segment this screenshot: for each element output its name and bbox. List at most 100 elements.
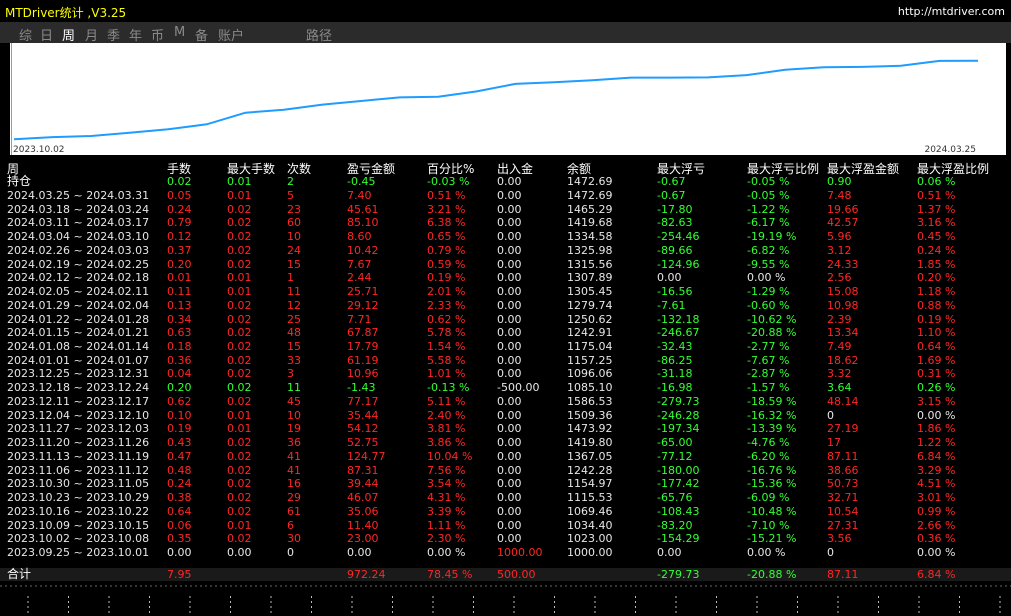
table-row[interactable]: 2023.11.20 ~ 2023.11.26 0.43 0.02 36 52.75 3.… — [0, 436, 1011, 449]
count-cell: 11 — [287, 381, 301, 395]
tab-7[interactable]: M — [174, 25, 186, 40]
balance-cell: 1279.74 — [567, 298, 613, 312]
mfp-cell: 10.98 — [827, 298, 859, 312]
mfl-cell: -16.98 — [657, 381, 693, 395]
table-row[interactable]: 2024.03.18 ~ 2024.03.24 0.24 0.02 23 45.61 3.… — [0, 203, 1011, 216]
pct-cell: 2.30 % — [427, 532, 466, 546]
table-row[interactable]: 2024.01.15 ~ 2024.01.21 0.63 0.02 48 67.87 5.… — [0, 326, 1011, 339]
tab-2[interactable]: 周 — [62, 29, 76, 44]
max-lots-cell: 0.02 — [227, 504, 252, 518]
flow-cell: 0.00 — [497, 367, 522, 381]
mfp-cell: 19.66 — [827, 202, 859, 216]
tab-8[interactable]: 备 — [195, 29, 209, 44]
table-row[interactable]: 2023.11.13 ~ 2023.11.19 0.47 0.02 41 124.77 1… — [0, 450, 1011, 463]
mfpp-cell: 1.86 % — [917, 422, 956, 436]
table-row[interactable]: 2023.10.09 ~ 2023.10.15 0.06 0.01 6 11.40 1.1… — [0, 519, 1011, 532]
col-header-pct[interactable]: 百分比% — [427, 162, 475, 176]
col-header-max-float-loss-pct[interactable]: 最大浮亏比例 — [747, 162, 820, 176]
table-row[interactable]: 2024.02.19 ~ 2024.02.25 0.20 0.02 15 7.67 0.5… — [0, 258, 1011, 271]
table-row[interactable]: 2024.03.25 ~ 2024.03.31 0.05 0.01 5 7.40 0.51… — [0, 189, 1011, 202]
period-cell: 2023.12.25 ~ 2023.12.31 — [7, 367, 150, 381]
col-header-max-float-loss[interactable]: 最大浮亏 — [657, 162, 706, 176]
table-row[interactable]: 2023.10.16 ~ 2023.10.22 0.64 0.02 61 35.06 3.… — [0, 505, 1011, 518]
balance-cell: 1242.28 — [567, 463, 613, 477]
pct-cell: 10.04 % — [427, 449, 473, 463]
col-header-flow[interactable]: 出入金 — [497, 162, 534, 176]
table-row[interactable]: 2023.11.06 ~ 2023.11.12 0.48 0.02 41 87.31 7.… — [0, 464, 1011, 477]
table-row[interactable]: 2024.03.04 ~ 2024.03.10 0.12 0.02 10 8.60 0.6… — [0, 230, 1011, 243]
tab-9[interactable]: 账户 — [218, 29, 245, 44]
table-row[interactable]: 2023.10.23 ~ 2023.10.29 0.38 0.02 29 46.07 4.… — [0, 491, 1011, 504]
mflp-cell: -7.67 % — [747, 353, 790, 367]
table-row[interactable]: 2024.01.01 ~ 2024.01.07 0.36 0.02 33 61.19 5.… — [0, 354, 1011, 367]
tab-1[interactable]: 日 — [40, 29, 54, 44]
col-header-max-float-profit[interactable]: 最大浮盈金额 — [827, 162, 900, 176]
tab-10[interactable]: 路径 — [306, 29, 333, 44]
table-row[interactable]: 2024.01.29 ~ 2024.02.04 0.13 0.02 12 29.12 2.… — [0, 299, 1011, 312]
mfl-cell: -82.63 — [657, 216, 693, 230]
lots-cell: 0.11 — [167, 285, 192, 299]
mfl-cell: -0.67 — [657, 175, 686, 188]
count-cell: 6 — [287, 518, 294, 532]
table-row[interactable]: 2023.12.18 ~ 2023.12.24 0.20 0.02 11 -1.43 -0… — [0, 381, 1011, 394]
table-row[interactable]: 2024.01.22 ~ 2024.01.28 0.34 0.02 25 7.71 0.6… — [0, 313, 1011, 326]
table-row[interactable]: 2023.10.02 ~ 2023.10.08 0.35 0.02 30 23.00 2.… — [0, 532, 1011, 545]
flow-cell: 0.00 — [497, 257, 522, 271]
max-lots-cell: 0.02 — [227, 394, 252, 408]
count-cell: 19 — [287, 422, 301, 436]
lots-cell: 0.47 — [167, 449, 192, 463]
total-pct: 78.45 % — [427, 568, 473, 581]
pnl-cell: 52.75 — [347, 436, 379, 450]
pnl-cell: 29.12 — [347, 298, 379, 312]
website-link[interactable]: http://mtdriver.com — [897, 5, 1005, 18]
pnl-cell: 45.61 — [347, 202, 379, 216]
col-header-lots[interactable]: 手数 — [167, 162, 192, 176]
mflp-cell: -18.59 % — [747, 394, 797, 408]
table-row[interactable]: 2023.11.27 ~ 2023.12.03 0.19 0.01 19 54.12 3.… — [0, 422, 1011, 435]
position-row[interactable]: 持仓 0.02 0.01 2 -0.45 -0.03 % 0.00 1472.69 -0.67 -… — [0, 175, 1011, 189]
table-row[interactable]: 2024.02.26 ~ 2024.03.03 0.37 0.02 24 10.42 0.… — [0, 244, 1011, 257]
lots-cell: 0.05 — [167, 189, 192, 202]
table-row[interactable]: 2023.10.30 ~ 2023.11.05 0.24 0.02 16 39.44 3.… — [0, 477, 1011, 490]
lots-cell: 0.24 — [167, 477, 192, 491]
table-row[interactable]: 2023.09.25 ~ 2023.10.01 0.00 0.00 0 0.00 0.00… — [0, 546, 1011, 559]
mfp-cell: 5.96 — [827, 230, 852, 244]
tab-3[interactable]: 月 — [85, 29, 99, 44]
col-header-balance[interactable]: 余额 — [567, 162, 592, 176]
table-row[interactable]: 2024.03.11 ~ 2024.03.17 0.79 0.02 60 85.10 6.… — [0, 216, 1011, 229]
mfpp-cell: 6.84 % — [917, 449, 956, 463]
mfl-cell: -132.18 — [657, 312, 700, 326]
table-row[interactable]: 2023.12.04 ~ 2023.12.10 0.10 0.01 10 35.44 2.… — [0, 409, 1011, 422]
table-row[interactable]: 2024.01.08 ~ 2024.01.14 0.18 0.02 15 17.79 1.… — [0, 340, 1011, 353]
table-row[interactable]: 2024.02.12 ~ 2024.02.18 0.01 0.01 1 2.44 0.19… — [0, 271, 1011, 284]
max-lots-cell: 0.02 — [227, 532, 252, 546]
lots-cell: 0.00 — [167, 545, 192, 559]
col-header-count[interactable]: 次数 — [287, 162, 312, 176]
period-cell: 2023.10.02 ~ 2023.10.08 — [7, 532, 150, 546]
chart-end-date: 2024.03.25 — [924, 145, 976, 155]
flow-cell: 0.00 — [497, 353, 522, 367]
mflp-cell: -0.05 % — [747, 189, 790, 202]
col-header-pnl[interactable]: 盈亏金额 — [347, 162, 396, 176]
mflp-cell: -1.57 % — [747, 381, 790, 395]
pct-cell: 2.33 % — [427, 298, 466, 312]
col-header-max-float-profit-pct[interactable]: 最大浮盈比例 — [917, 162, 990, 176]
pct-cell: -0.13 % — [427, 381, 470, 395]
mfl-cell: -16.56 — [657, 285, 693, 299]
max-lots-cell: 0.01 — [227, 189, 252, 202]
mflp-cell: -9.55 % — [747, 257, 790, 271]
tab-5[interactable]: 年 — [129, 29, 143, 44]
table-row[interactable]: 2023.12.11 ~ 2023.12.17 0.62 0.02 45 77.17 5.… — [0, 395, 1011, 408]
tab-6[interactable]: 币 — [151, 29, 165, 44]
balance-cell: 1069.46 — [567, 504, 613, 518]
tab-0[interactable]: 综 — [19, 29, 33, 44]
col-header-max-lots[interactable]: 最大手数 — [227, 162, 276, 176]
tab-4[interactable]: 季 — [107, 29, 121, 44]
mfl-cell: 0.00 — [657, 545, 682, 559]
table-row[interactable]: 2024.02.05 ~ 2024.02.11 0.11 0.01 11 25.71 2.… — [0, 285, 1011, 298]
table-row[interactable]: 2023.12.25 ~ 2023.12.31 0.04 0.02 3 10.96 1.0… — [0, 367, 1011, 380]
pct-cell: 2.40 % — [427, 408, 466, 422]
col-header-period[interactable]: 周 — [7, 162, 20, 176]
total-mflp: -20.88 % — [747, 568, 797, 581]
pct-cell: 3.86 % — [427, 436, 466, 450]
